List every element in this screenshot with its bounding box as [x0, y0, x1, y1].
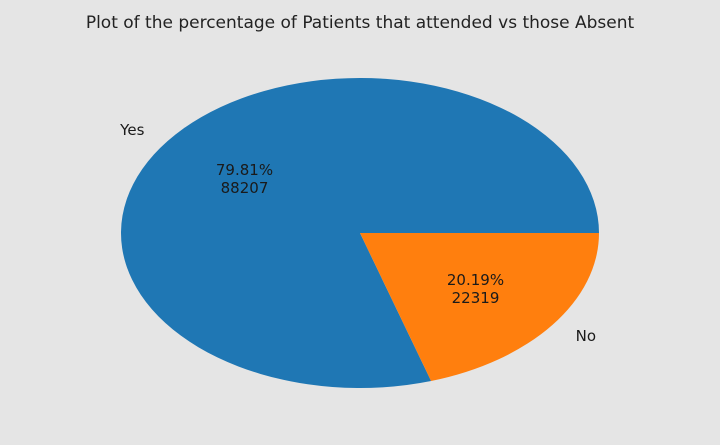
slice-label-no: No: [576, 327, 596, 345]
pie-slices: [121, 78, 600, 389]
slice-count-no: 22319: [452, 289, 500, 307]
pie-slice-yes: [121, 78, 600, 389]
slice-percentage-no: 20.19%: [447, 271, 504, 289]
slice-count-yes: 88207: [221, 179, 269, 197]
pie-slice-no: [360, 233, 599, 381]
pie-labels: Yes 79.81%88207 No 20.19%22319: [119, 121, 596, 345]
chart-title: Plot of the percentage of Patients that …: [86, 13, 635, 33]
slice-label-yes: Yes: [119, 121, 144, 139]
slice-percentage-yes: 79.81%: [216, 161, 273, 179]
